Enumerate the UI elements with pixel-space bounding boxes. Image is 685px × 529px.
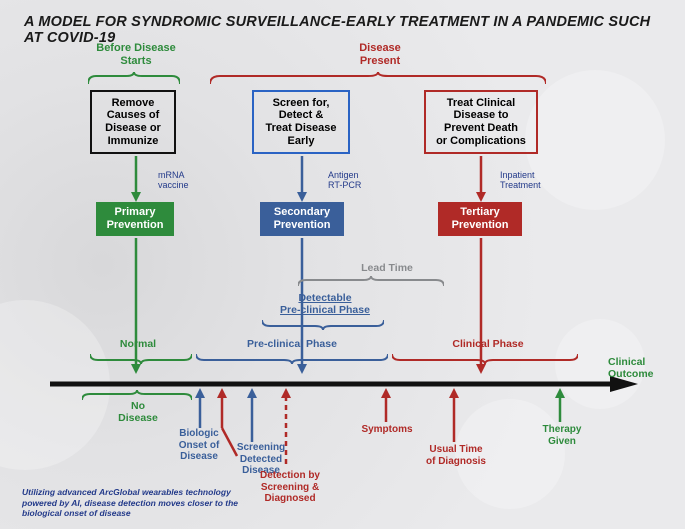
arrow-treat-tertiary bbox=[474, 156, 488, 202]
box-remove: RemoveCauses ofDisease orImmunize bbox=[90, 90, 176, 154]
arrow-screening bbox=[245, 388, 259, 442]
arrow-usual bbox=[447, 388, 461, 442]
box-treat: Treat ClinicalDisease toPrevent Deathor … bbox=[424, 90, 538, 154]
arrow-symptoms bbox=[379, 388, 393, 422]
arrow-biologic bbox=[193, 388, 207, 428]
label-symptoms: Symptoms bbox=[354, 424, 420, 436]
bracket-detectable bbox=[262, 318, 384, 330]
bracket-lead bbox=[298, 276, 444, 288]
box-primary: PrimaryPrevention bbox=[96, 202, 174, 236]
label-nodisease: NoDisease bbox=[112, 400, 164, 424]
note-inpatient: InpatientTreatment bbox=[500, 170, 541, 191]
arrow-screen-secondary bbox=[295, 156, 309, 202]
arrow-therapy bbox=[553, 388, 567, 422]
label-normal: Normal bbox=[108, 338, 168, 350]
header-before: Before DiseaseStarts bbox=[92, 42, 180, 67]
bracket-present bbox=[210, 72, 546, 86]
box-secondary: SecondaryPrevention bbox=[260, 202, 344, 236]
label-detection: Detection byScreening &Diagnosed bbox=[250, 470, 330, 505]
arrow-remove-primary bbox=[129, 156, 143, 202]
note-antigen: AntigenRT-PCR bbox=[328, 170, 361, 191]
bracket-before bbox=[88, 72, 180, 86]
label-lead: Lead Time bbox=[352, 262, 422, 274]
box-tertiary: TertiaryPrevention bbox=[438, 202, 522, 236]
bracket-normal bbox=[90, 352, 192, 364]
header-present: DiseasePresent bbox=[340, 42, 420, 67]
bracket-clinical bbox=[392, 352, 578, 364]
label-therapy: TherapyGiven bbox=[532, 424, 592, 447]
label-biologic: BiologicOnset ofDisease bbox=[166, 428, 232, 463]
note-mrna: mRNAvaccine bbox=[158, 170, 189, 191]
label-detectable: DetectablePre-clinical Phase bbox=[262, 292, 388, 316]
box-screen: Screen for,Detect &Treat DiseaseEarly bbox=[252, 90, 350, 154]
label-preclinical: Pre-clinical Phase bbox=[232, 338, 352, 350]
label-outcome: ClinicalOutcome bbox=[608, 356, 676, 380]
footnote: Utilizing advanced ArcGlobal wearables t… bbox=[22, 487, 242, 519]
label-usual: Usual Timeof Diagnosis bbox=[416, 444, 496, 467]
label-clinical: Clinical Phase bbox=[438, 338, 538, 350]
bracket-preclinical bbox=[196, 352, 388, 364]
